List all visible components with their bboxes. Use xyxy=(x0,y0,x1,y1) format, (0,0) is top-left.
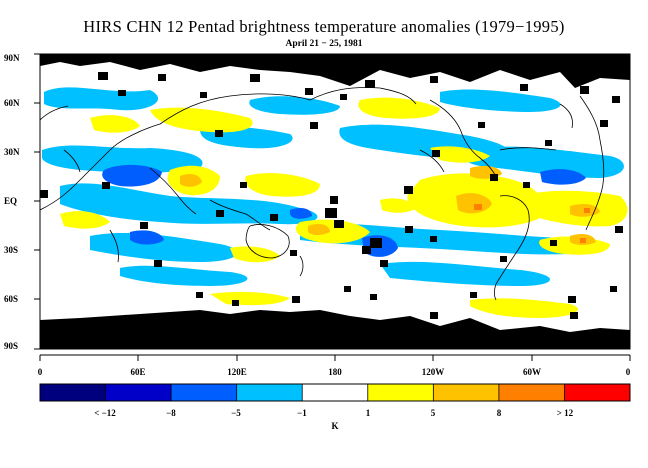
lat-label-60s: 60S xyxy=(4,294,19,304)
warm-anomaly-regions xyxy=(60,97,628,318)
colorbar-label-5: 1 xyxy=(365,408,371,418)
colorbar-label-1: < −12 xyxy=(94,408,116,418)
color-scale-frame xyxy=(39,383,631,402)
coastlines xyxy=(40,87,605,301)
very-strong-warm-anomaly-regions xyxy=(474,204,590,243)
lat-label-60n: 60N xyxy=(4,98,20,108)
colorbar-swatch-3 xyxy=(171,384,238,401)
lon-label-60e: 60E xyxy=(130,367,146,377)
lon-label-120w: 120W xyxy=(421,367,445,377)
lat-label-90n: 90N xyxy=(4,53,20,63)
lat-label-30s: 30S xyxy=(4,245,19,255)
colorbar-swatch-9 xyxy=(564,384,631,401)
lon-label-180: 180 xyxy=(328,367,342,377)
colorbar-label-2: −8 xyxy=(166,408,176,418)
lat-label-eq: EQ xyxy=(4,196,18,206)
colorbar-label-4: −1 xyxy=(297,408,307,418)
color-scale-bar xyxy=(40,384,631,401)
map-subtitle: April 21 − 25, 1981 xyxy=(285,39,363,49)
colorbar-label-8: > 12 xyxy=(556,408,574,418)
map-title: HIRS CHN 12 Pentad brightness temperatur… xyxy=(83,17,565,36)
colorbar-swatch-4 xyxy=(236,384,303,401)
arctic-missing-region xyxy=(40,54,630,88)
lon-label-0-east: 0 xyxy=(625,367,631,377)
colorbar-swatch-6 xyxy=(367,384,434,401)
colorbar-label-6: 5 xyxy=(430,408,436,418)
lat-label-30n: 30N xyxy=(4,147,20,157)
colorbar-swatch-7 xyxy=(433,384,500,401)
colorbar-swatch-8 xyxy=(498,384,565,401)
lon-ticks xyxy=(39,354,631,361)
cool-anomaly-regions xyxy=(42,87,624,286)
lon-label-120e: 120E xyxy=(227,367,247,377)
lat-label-90s: 90S xyxy=(4,341,19,351)
lon-label-0: 0 xyxy=(37,367,43,377)
lat-ticks xyxy=(34,53,40,350)
colorbar-swatch-1 xyxy=(40,384,107,401)
lon-label-60w: 60W xyxy=(523,367,541,377)
colorbar-label-3: −5 xyxy=(231,408,241,418)
missing-data-boxes xyxy=(40,72,623,319)
antarctic-missing-region xyxy=(40,310,630,349)
colorbar-label-7: 8 xyxy=(496,408,502,418)
colorbar-unit: K xyxy=(331,421,339,431)
colorbar-swatch-5 xyxy=(302,384,369,401)
colorbar-swatch-2 xyxy=(105,384,172,401)
